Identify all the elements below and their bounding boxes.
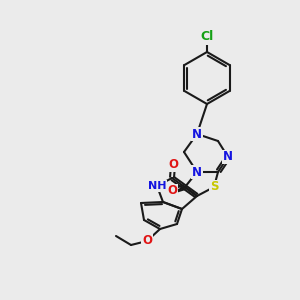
Text: O: O: [168, 158, 178, 172]
Text: N: N: [192, 166, 202, 178]
Text: Cl: Cl: [200, 31, 214, 44]
Text: N: N: [192, 128, 202, 140]
Text: N: N: [223, 151, 233, 164]
Text: O: O: [142, 235, 152, 248]
Text: NH: NH: [148, 181, 166, 191]
Text: S: S: [210, 181, 218, 194]
Text: O: O: [167, 184, 177, 197]
